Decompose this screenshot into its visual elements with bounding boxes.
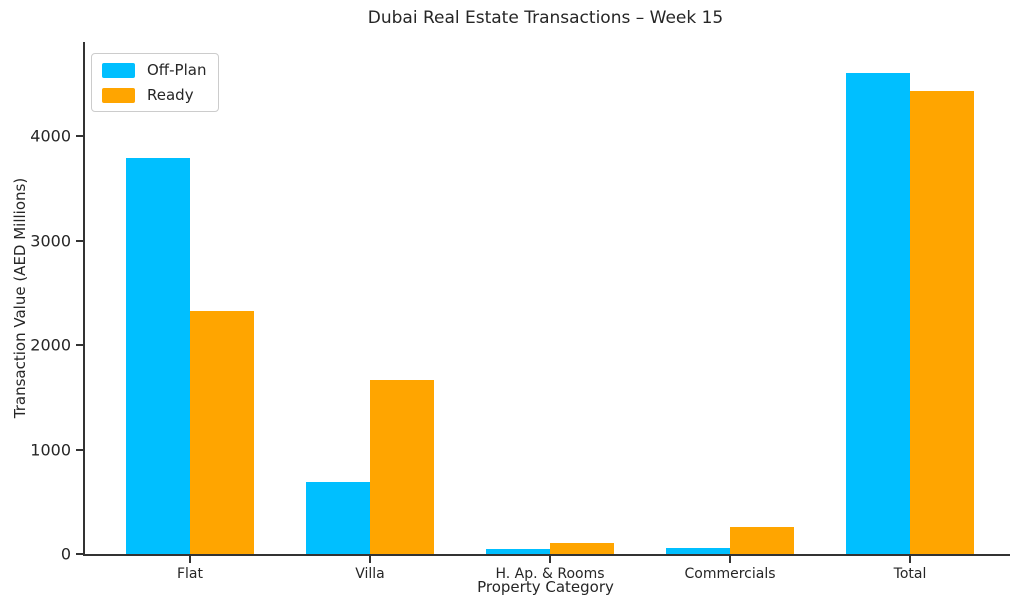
bar-ready-commercials [730,527,794,554]
x-tick-mark [549,556,551,563]
legend-label: Ready [147,86,194,104]
bar-ready-total [910,91,974,554]
x-tick-mark [729,556,731,563]
bar-off-plan-h-ap-rooms [486,549,550,554]
x-tick-label: Villa [355,566,385,582]
bar-ready-villa [370,380,434,554]
bar-off-plan-total [846,73,910,554]
plot-area: 0 1000 2000 3000 4000 Flat Villa H. Ap. & Rooms… [30,42,1010,582]
y-tick-label: 4000 [30,126,71,146]
bar-ready-flat [190,311,254,554]
y-axis-label: Transaction Value (AED Millions) [11,177,29,419]
x-tick-mark [909,556,911,563]
bar-off-plan-flat [126,158,190,554]
legend: Off-Plan Ready [91,53,220,112]
x-tick-mark [369,556,371,563]
x-axis-label: Property Category [477,578,614,596]
x-tick-label: Flat [176,566,203,582]
x-tick-label: Commercials [684,566,776,582]
bar-off-plan-villa [306,482,370,554]
y-tick-label: 3000 [30,231,71,251]
y-tick-mark [76,553,83,555]
ready-swatch-icon [102,87,135,103]
y-tick-label: 1000 [30,440,71,460]
bar-off-plan-commercials [666,548,730,554]
y-tick-label: 0 [60,544,71,564]
y-tick-mark [76,239,83,242]
bar-ready-h-ap-rooms [550,543,614,554]
y-tick-mark [76,135,83,138]
y-tick-label: 2000 [30,335,71,355]
x-tick-label: H. Ap. & Rooms [495,566,605,582]
legend-item-ready: Ready [102,86,206,104]
off-plan-swatch-icon [102,62,135,78]
chart-title: Dubai Real Estate Transactions – Week 15 [367,8,724,28]
x-tick-label: Total [893,566,927,582]
y-tick-mark [76,448,83,451]
x-tick-mark [189,556,191,563]
y-tick-mark [76,344,83,347]
legend-label: Off-Plan [147,61,207,79]
legend-item-off-plan: Off-Plan [102,61,206,79]
